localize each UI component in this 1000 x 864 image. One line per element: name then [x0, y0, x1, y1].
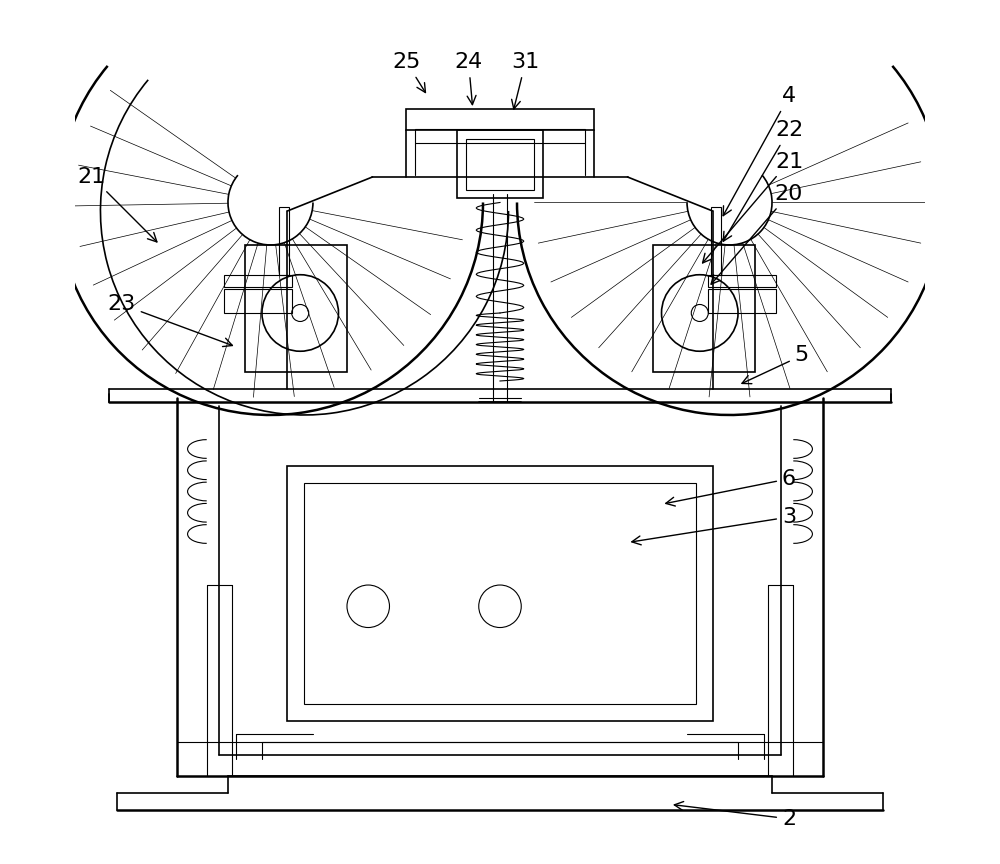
Text: 4: 4 [723, 86, 796, 216]
Bar [466, 139, 534, 190]
Bar [406, 109, 594, 130]
Bar [415, 130, 585, 143]
Bar [304, 483, 696, 704]
Text: 20: 20 [711, 184, 803, 284]
Text: 23: 23 [108, 295, 232, 346]
Bar [245, 245, 347, 372]
Bar [279, 206, 289, 275]
Bar [708, 275, 776, 288]
Text: 21: 21 [703, 152, 803, 263]
Bar [457, 130, 543, 198]
Text: 3: 3 [632, 507, 796, 545]
Bar [224, 289, 292, 313]
Text: 22: 22 [723, 120, 803, 241]
Bar [653, 245, 755, 372]
Text: 24: 24 [454, 52, 483, 105]
Bar [287, 466, 713, 721]
Text: 31: 31 [511, 52, 540, 109]
Bar [708, 289, 776, 313]
Text: 25: 25 [392, 52, 425, 92]
Text: 2: 2 [674, 802, 796, 829]
Bar [711, 206, 721, 275]
Bar [224, 275, 292, 288]
Text: 21: 21 [78, 167, 157, 242]
Text: 5: 5 [742, 346, 809, 384]
Text: 6: 6 [666, 469, 796, 506]
